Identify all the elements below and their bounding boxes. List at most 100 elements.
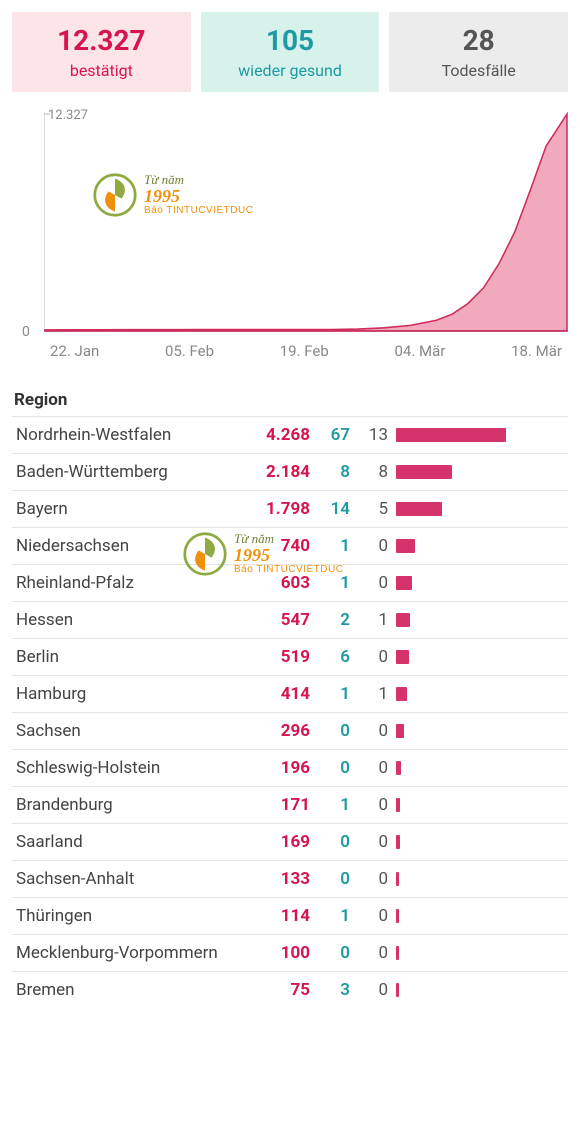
region-bar-cell bbox=[392, 749, 568, 786]
confirmed-label: bestätigt bbox=[20, 61, 183, 80]
region-bar-cell bbox=[392, 712, 568, 749]
table-row: Rheinland-Pfalz60310 bbox=[12, 564, 568, 601]
region-confirmed: 1.798 bbox=[252, 490, 314, 527]
region-bar-cell bbox=[392, 490, 568, 527]
region-recovered: 3 bbox=[314, 971, 354, 1008]
chart-y-axis: 12.327 0 bbox=[12, 112, 42, 332]
region-recovered: 1 bbox=[314, 527, 354, 564]
table-row: Berlin51960 bbox=[12, 638, 568, 675]
stat-card-recovered: 105 wieder gesund bbox=[201, 12, 380, 92]
confirmed-value: 12.327 bbox=[20, 26, 183, 57]
region-confirmed: 603 bbox=[252, 564, 314, 601]
region-confirmed: 114 bbox=[252, 897, 314, 934]
region-bar bbox=[396, 428, 506, 442]
region-bar bbox=[396, 872, 399, 886]
deaths-label: Todesfälle bbox=[397, 61, 560, 80]
table-row: Mecklenburg-Vorpommern10000 bbox=[12, 934, 568, 971]
region-bar-cell bbox=[392, 897, 568, 934]
region-bar-cell bbox=[392, 527, 568, 564]
region-bar bbox=[396, 502, 442, 516]
region-recovered: 1 bbox=[314, 675, 354, 712]
region-recovered: 67 bbox=[314, 416, 354, 453]
table-row: Schleswig-Holstein19600 bbox=[12, 749, 568, 786]
region-bar-cell bbox=[392, 601, 568, 638]
region-confirmed: 4.268 bbox=[252, 416, 314, 453]
table-row: Bayern1.798145 bbox=[12, 490, 568, 527]
region-bar bbox=[396, 687, 407, 701]
region-table-wrap: Nordrhein-Westfalen4.2686713Baden-Württe… bbox=[12, 416, 568, 1008]
chart-x-tick: 05. Feb bbox=[165, 342, 214, 372]
region-deaths: 0 bbox=[354, 860, 392, 897]
region-bar bbox=[396, 724, 404, 738]
region-bar-cell bbox=[392, 786, 568, 823]
region-recovered: 2 bbox=[314, 601, 354, 638]
region-confirmed: 196 bbox=[252, 749, 314, 786]
region-deaths: 8 bbox=[354, 453, 392, 490]
region-bar-cell bbox=[392, 453, 568, 490]
region-bar bbox=[396, 613, 410, 627]
region-name: Baden-Württemberg bbox=[12, 453, 252, 490]
region-bar bbox=[396, 983, 399, 997]
chart-x-tick: 19. Feb bbox=[280, 342, 329, 372]
region-name: Hamburg bbox=[12, 675, 252, 712]
region-recovered: 0 bbox=[314, 934, 354, 971]
table-row: Hessen54721 bbox=[12, 601, 568, 638]
region-confirmed: 75 bbox=[252, 971, 314, 1008]
region-name: Berlin bbox=[12, 638, 252, 675]
region-name: Sachsen bbox=[12, 712, 252, 749]
region-confirmed: 100 bbox=[252, 934, 314, 971]
region-bar bbox=[396, 539, 415, 553]
region-deaths: 0 bbox=[354, 527, 392, 564]
region-confirmed: 519 bbox=[252, 638, 314, 675]
table-row: Nordrhein-Westfalen4.2686713 bbox=[12, 416, 568, 453]
region-name: Thüringen bbox=[12, 897, 252, 934]
stat-card-deaths: 28 Todesfälle bbox=[389, 12, 568, 92]
region-recovered: 0 bbox=[314, 712, 354, 749]
region-deaths: 1 bbox=[354, 675, 392, 712]
region-name: Hessen bbox=[12, 601, 252, 638]
region-bar bbox=[396, 465, 452, 479]
region-confirmed: 171 bbox=[252, 786, 314, 823]
recovered-value: 105 bbox=[209, 26, 372, 57]
region-name: Bremen bbox=[12, 971, 252, 1008]
chart-x-tick: 04. Mär bbox=[395, 342, 446, 372]
region-bar-cell bbox=[392, 860, 568, 897]
region-bar-cell bbox=[392, 675, 568, 712]
table-row: Brandenburg17110 bbox=[12, 786, 568, 823]
region-deaths: 0 bbox=[354, 934, 392, 971]
region-confirmed: 547 bbox=[252, 601, 314, 638]
deaths-value: 28 bbox=[397, 26, 560, 57]
region-deaths: 0 bbox=[354, 897, 392, 934]
region-deaths: 1 bbox=[354, 601, 392, 638]
table-row: Sachsen29600 bbox=[12, 712, 568, 749]
region-name: Niedersachsen bbox=[12, 527, 252, 564]
chart-x-tick: 22. Jan bbox=[50, 342, 99, 372]
region-confirmed: 2.184 bbox=[252, 453, 314, 490]
region-table: Nordrhein-Westfalen4.2686713Baden-Württe… bbox=[12, 416, 568, 1008]
region-deaths: 0 bbox=[354, 712, 392, 749]
region-recovered: 0 bbox=[314, 823, 354, 860]
chart-x-tick: 18. Mär bbox=[511, 342, 562, 372]
region-name: Saarland bbox=[12, 823, 252, 860]
region-recovered: 1 bbox=[314, 897, 354, 934]
region-recovered: 8 bbox=[314, 453, 354, 490]
region-bar bbox=[396, 576, 412, 590]
region-bar-cell bbox=[392, 564, 568, 601]
recovered-label: wieder gesund bbox=[209, 61, 372, 80]
chart-yzero-label: 0 bbox=[22, 324, 30, 340]
stat-cards: 12.327 bestätigt 105 wieder gesund 28 To… bbox=[12, 12, 568, 92]
region-bar bbox=[396, 909, 399, 923]
region-confirmed: 296 bbox=[252, 712, 314, 749]
region-name: Bayern bbox=[12, 490, 252, 527]
region-confirmed: 169 bbox=[252, 823, 314, 860]
region-bar-cell bbox=[392, 971, 568, 1008]
region-deaths: 0 bbox=[354, 638, 392, 675]
region-deaths: 0 bbox=[354, 786, 392, 823]
table-row: Sachsen-Anhalt13300 bbox=[12, 860, 568, 897]
region-recovered: 14 bbox=[314, 490, 354, 527]
region-header: Region bbox=[14, 390, 568, 410]
region-bar-cell bbox=[392, 638, 568, 675]
stat-card-confirmed: 12.327 bestätigt bbox=[12, 12, 191, 92]
region-name: Mecklenburg-Vorpommern bbox=[12, 934, 252, 971]
region-bar-cell bbox=[392, 934, 568, 971]
